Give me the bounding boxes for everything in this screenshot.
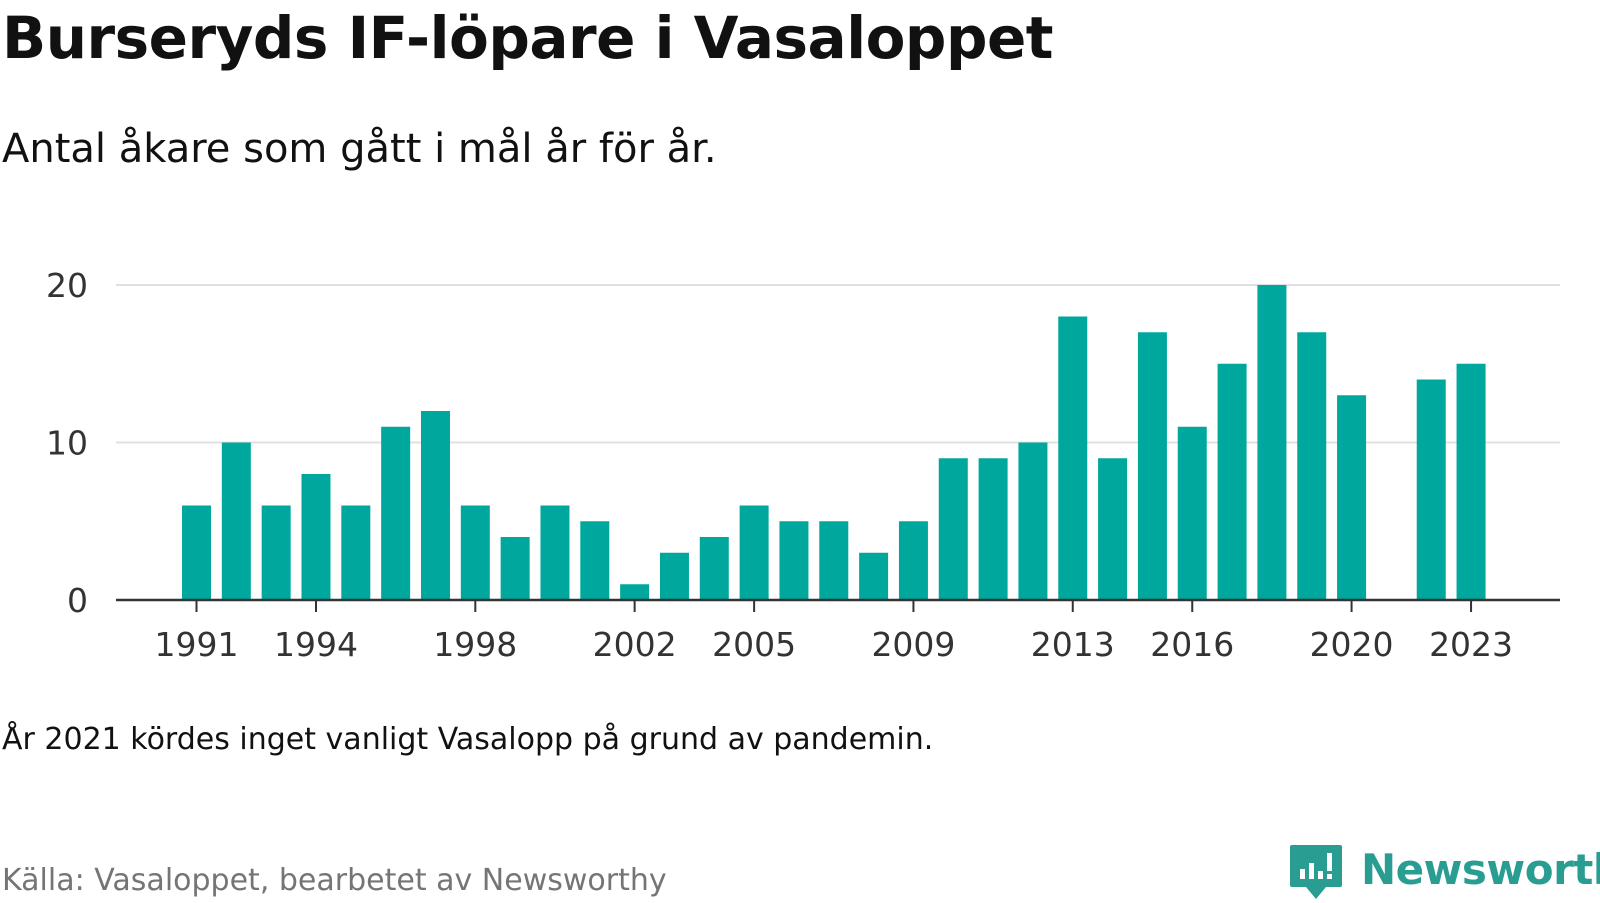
bar-1999 xyxy=(500,537,530,600)
x-tick-label: 2020 xyxy=(1310,625,1394,664)
x-tick-label: 1998 xyxy=(433,625,517,664)
bar-2006 xyxy=(779,521,809,600)
bar-2005 xyxy=(739,505,769,600)
chart-subtitle: Antal åkare som gått i mål år för år. xyxy=(2,126,717,172)
y-tick-label: 10 xyxy=(46,424,88,463)
bar-1994 xyxy=(301,474,331,600)
bar-chart: 0 10 20 1991 1994 1998 2002 2005 2009 2013 2016 202… xyxy=(46,266,1560,664)
bar-2008 xyxy=(859,552,889,600)
bar-2015 xyxy=(1137,332,1167,600)
bar-2016 xyxy=(1177,426,1207,600)
bar-2020 xyxy=(1337,395,1367,600)
x-tick-label: 2023 xyxy=(1429,625,1513,664)
bar-2013 xyxy=(1058,316,1088,600)
bar-2000 xyxy=(540,505,570,600)
newsworthy-chart-icon xyxy=(1290,845,1342,899)
bar-1992 xyxy=(221,442,251,600)
chart-note: År 2021 kördes inget vanligt Vasalopp på… xyxy=(2,722,934,757)
x-tick-label: 2013 xyxy=(1031,625,1115,664)
bar-1996 xyxy=(381,426,411,600)
bar-1998 xyxy=(460,505,490,600)
x-tick-label: 2016 xyxy=(1150,625,1234,664)
x-tick-label: 2009 xyxy=(871,625,955,664)
bar-2011 xyxy=(978,458,1008,600)
bar-1993 xyxy=(261,505,291,600)
bar-1997 xyxy=(420,411,450,600)
bar-2003 xyxy=(659,552,689,600)
bar-2017 xyxy=(1217,363,1247,600)
x-tick-label: 2002 xyxy=(593,625,677,664)
x-tick-label: 1994 xyxy=(274,625,358,664)
bar-2014 xyxy=(1098,458,1128,600)
bar-2004 xyxy=(699,537,729,600)
bar-1995 xyxy=(341,505,371,600)
bar-2007 xyxy=(819,521,849,600)
bar-2012 xyxy=(1018,442,1048,600)
source-text: Källa: Vasaloppet, bearbetet av Newswort… xyxy=(2,863,667,898)
y-tick-label: 20 xyxy=(46,266,88,305)
y-tick-label: 0 xyxy=(67,581,88,620)
bar-2010 xyxy=(938,458,968,600)
brand-name: Newsworthy xyxy=(1361,845,1600,894)
x-tick-label: 2005 xyxy=(712,625,796,664)
x-tick-label: 1991 xyxy=(155,625,239,664)
bar-2001 xyxy=(580,521,610,600)
bar-2019 xyxy=(1297,332,1327,600)
bar-2018 xyxy=(1257,285,1287,600)
bar-1991 xyxy=(182,505,211,600)
chart-title: Burseryds IF-löpare i Vasaloppet xyxy=(2,4,1054,72)
bar-2002 xyxy=(620,584,650,600)
bar-2023 xyxy=(1456,363,1486,600)
bar-2022 xyxy=(1416,379,1446,600)
bar-2009 xyxy=(898,521,928,600)
